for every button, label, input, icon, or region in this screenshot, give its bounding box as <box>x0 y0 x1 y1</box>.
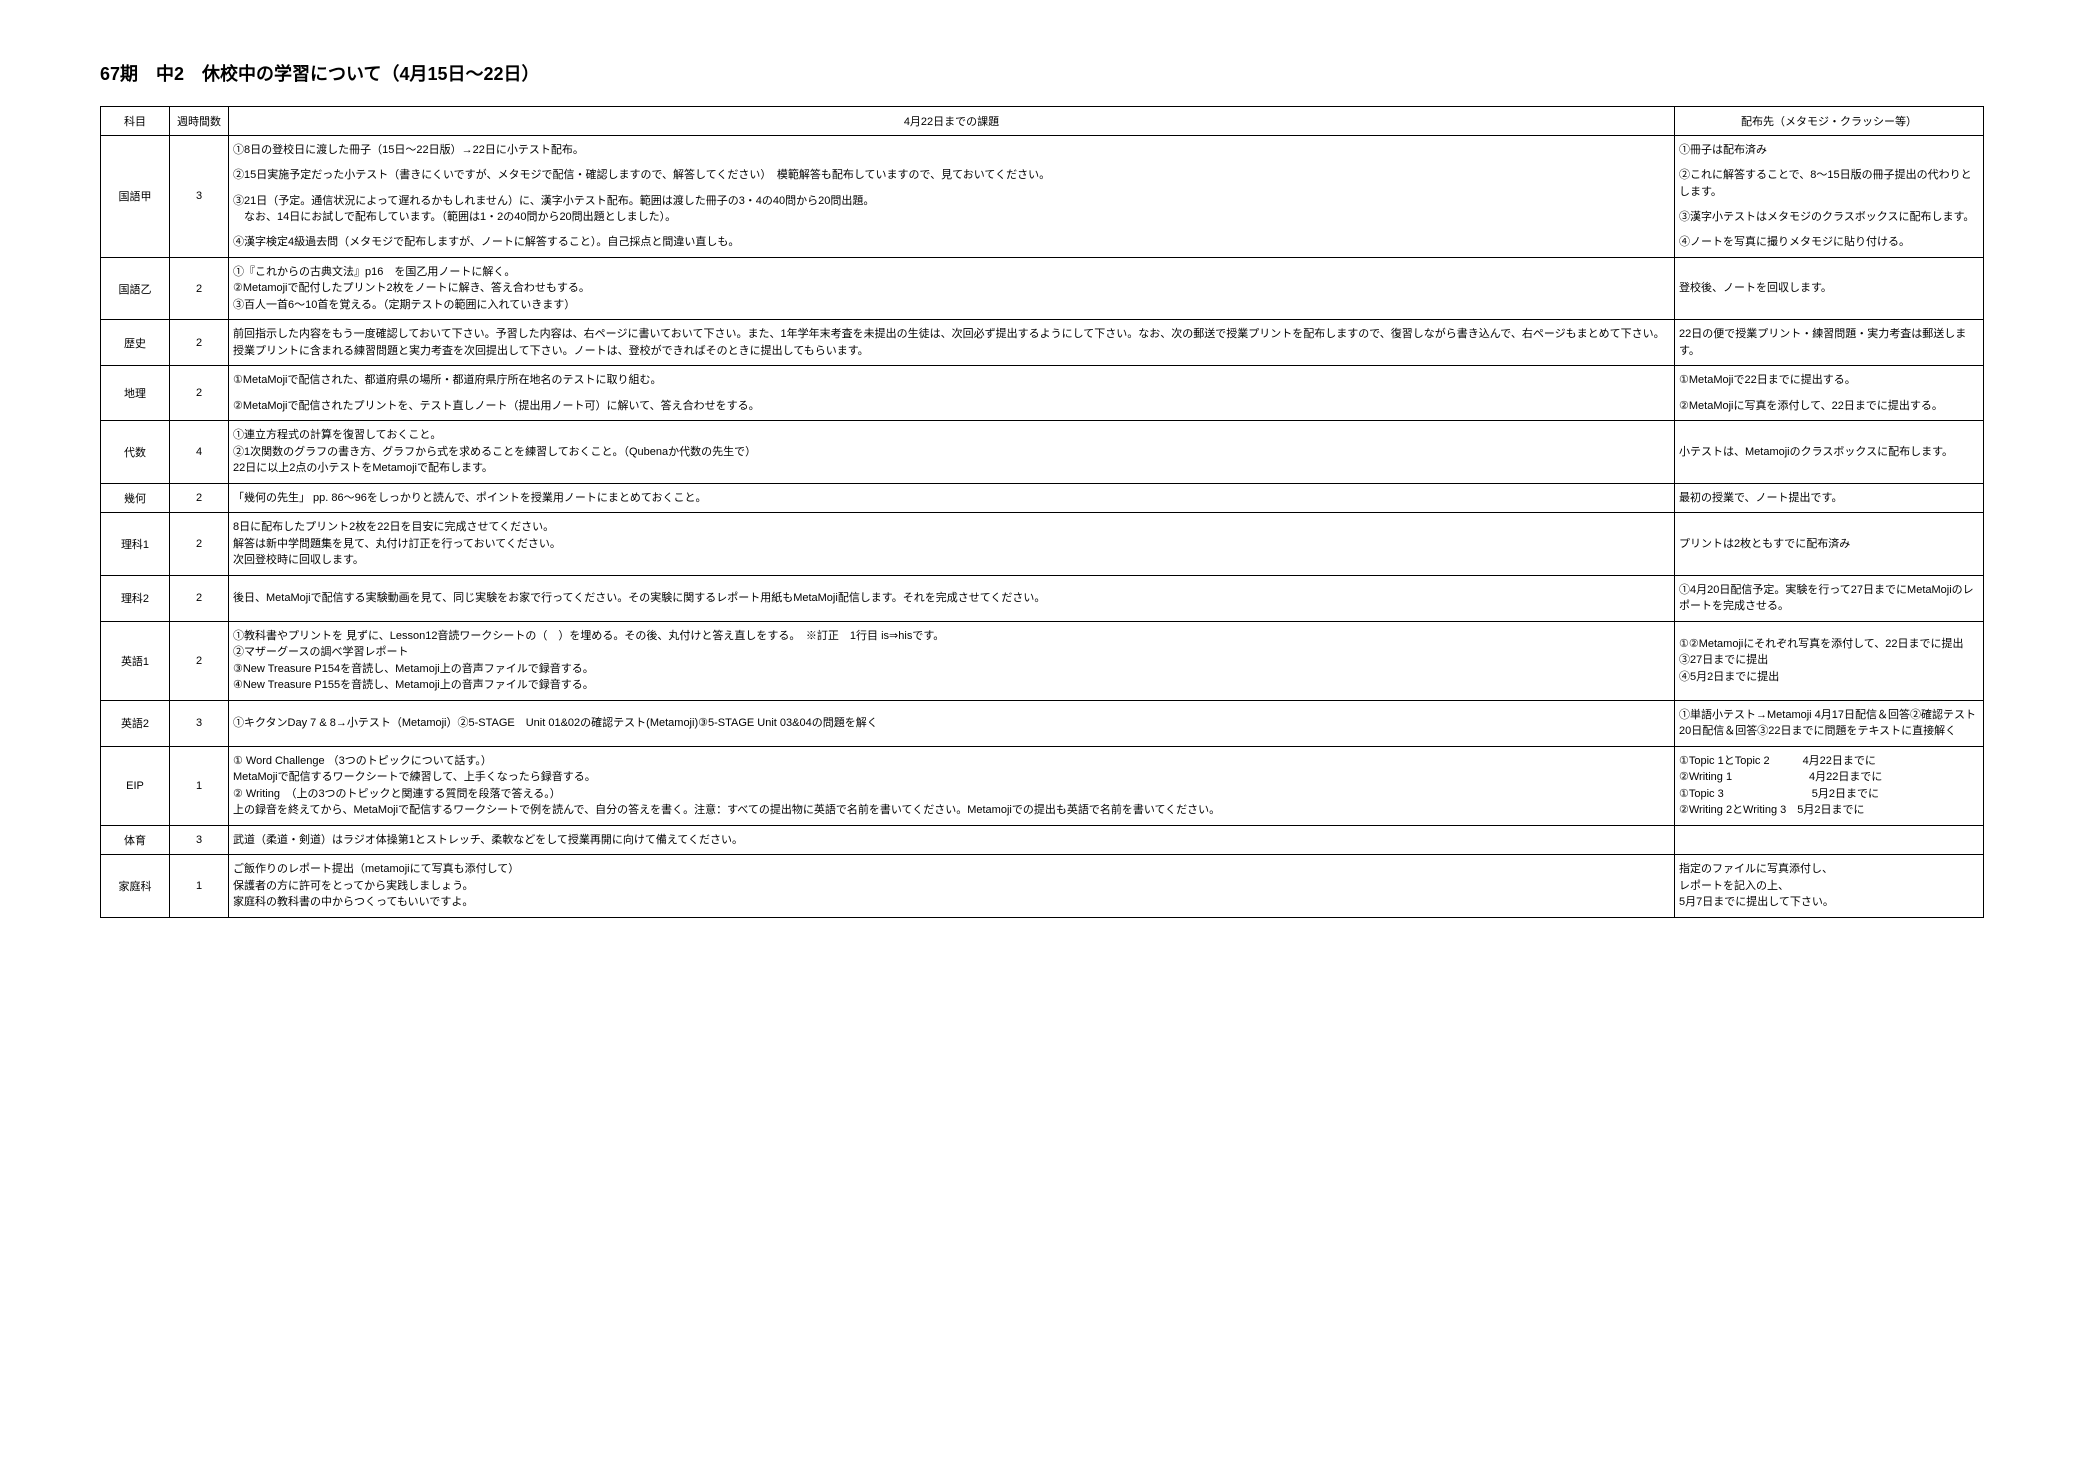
cell-subject: 理科1 <box>101 513 170 576</box>
cell-subject: 代数 <box>101 421 170 484</box>
cell-hours: 2 <box>170 257 229 320</box>
cell-hours: 3 <box>170 825 229 855</box>
cell-dist <box>1675 825 1984 855</box>
cell-homework: 武道（柔道・剣道）はラジオ体操第1とストレッチ、柔軟などをして授業再開に向けて備… <box>229 825 1675 855</box>
cell-subject: 歴史 <box>101 320 170 366</box>
cell-dist: 小テストは、Metamojiのクラスボックスに配布します。 <box>1675 421 1984 484</box>
cell-dist: ①単語小テスト→Metamoji 4月17日配信＆回答②確認テスト20日配信＆回… <box>1675 700 1984 746</box>
cell-dist: ①MetaMojiで22日までに提出する。②MetaMojiに写真を添付して、2… <box>1675 366 1984 421</box>
table-row: 幾何2「幾何の先生」 pp. 86～96をしっかりと読んで、ポイントを授業用ノー… <box>101 483 1984 513</box>
cell-homework: 8日に配布したプリント2枚を22日を目安に完成させてください。解答は新中学問題集… <box>229 513 1675 576</box>
cell-dist: ①Topic 1とTopic 2 4月22日までに②Writing 1 4月22… <box>1675 746 1984 825</box>
cell-subject: 体育 <box>101 825 170 855</box>
cell-homework: ①8日の登校日に渡した冊子（15日～22日版）→22日に小テスト配布。②15日実… <box>229 136 1675 258</box>
assignment-table: 科目 週時間数 4月22日までの課題 配布先（メタモジ・クラッシー等） 国語甲3… <box>100 106 1984 918</box>
cell-dist: 22日の便で授業プリント・練習問題・実力考査は郵送します。 <box>1675 320 1984 366</box>
cell-hours: 2 <box>170 366 229 421</box>
cell-homework: ①教科書やプリントを 見ずに、Lesson12音読ワークシートの（ ）を埋める。… <box>229 621 1675 700</box>
cell-dist: 最初の授業で、ノート提出です。 <box>1675 483 1984 513</box>
cell-subject: EIP <box>101 746 170 825</box>
table-row: 国語乙2①『これからの古典文法』p16 を国乙用ノートに解く。②Metamoji… <box>101 257 1984 320</box>
table-row: 理科22後日、MetaMojiで配信する実験動画を見て、同じ実験をお家で行ってく… <box>101 575 1984 621</box>
header-subject: 科目 <box>101 107 170 136</box>
cell-homework: 後日、MetaMojiで配信する実験動画を見て、同じ実験をお家で行ってください。… <box>229 575 1675 621</box>
table-row: 代数4①連立方程式の計算を復習しておくこと。②1次関数のグラフの書き方、グラフか… <box>101 421 1984 484</box>
cell-hours: 4 <box>170 421 229 484</box>
cell-subject: 幾何 <box>101 483 170 513</box>
cell-hours: 2 <box>170 483 229 513</box>
cell-subject: 理科2 <box>101 575 170 621</box>
table-row: 英語23①キクタンDay 7 & 8→小テスト（Metamoji）②5-STAG… <box>101 700 1984 746</box>
cell-homework: ① Word Challenge （3つのトピックについて話す。）MetaMoj… <box>229 746 1675 825</box>
cell-hours: 3 <box>170 136 229 258</box>
cell-dist: 登校後、ノートを回収します。 <box>1675 257 1984 320</box>
cell-dist: 指定のファイルに写真添付し、レポートを記入の上、5月7日までに提出して下さい。 <box>1675 855 1984 918</box>
cell-homework: ①キクタンDay 7 & 8→小テスト（Metamoji）②5-STAGE Un… <box>229 700 1675 746</box>
table-row: 体育3武道（柔道・剣道）はラジオ体操第1とストレッチ、柔軟などをして授業再開に向… <box>101 825 1984 855</box>
cell-hours: 2 <box>170 320 229 366</box>
header-homework: 4月22日までの課題 <box>229 107 1675 136</box>
cell-hours: 2 <box>170 575 229 621</box>
cell-hours: 1 <box>170 855 229 918</box>
cell-dist: ①②Metamojiにそれぞれ写真を添付して、22日までに提出③27日までに提出… <box>1675 621 1984 700</box>
cell-hours: 3 <box>170 700 229 746</box>
table-row: 英語12①教科書やプリントを 見ずに、Lesson12音読ワークシートの（ ）を… <box>101 621 1984 700</box>
cell-subject: 国語乙 <box>101 257 170 320</box>
cell-hours: 2 <box>170 621 229 700</box>
cell-dist: プリントは2枚ともすでに配布済み <box>1675 513 1984 576</box>
cell-subject: 家庭科 <box>101 855 170 918</box>
table-row: EIP1① Word Challenge （3つのトピックについて話す。）Met… <box>101 746 1984 825</box>
page-title: 67期 中2 休校中の学習について（4月15日～22日） <box>100 60 1984 86</box>
cell-subject: 英語1 <box>101 621 170 700</box>
header-hours: 週時間数 <box>170 107 229 136</box>
cell-hours: 2 <box>170 513 229 576</box>
table-header-row: 科目 週時間数 4月22日までの課題 配布先（メタモジ・クラッシー等） <box>101 107 1984 136</box>
cell-dist: ①冊子は配布済み②これに解答することで、8～15日版の冊子提出の代わりとします。… <box>1675 136 1984 258</box>
table-row: 国語甲3①8日の登校日に渡した冊子（15日～22日版）→22日に小テスト配布。②… <box>101 136 1984 258</box>
cell-homework: ①MetaMojiで配信された、都道府県の場所・都道府県庁所在地名のテストに取り… <box>229 366 1675 421</box>
cell-subject: 国語甲 <box>101 136 170 258</box>
cell-homework: ①連立方程式の計算を復習しておくこと。②1次関数のグラフの書き方、グラフから式を… <box>229 421 1675 484</box>
cell-subject: 地理 <box>101 366 170 421</box>
cell-hours: 1 <box>170 746 229 825</box>
cell-subject: 英語2 <box>101 700 170 746</box>
cell-homework: 前回指示した内容をもう一度確認しておいて下さい。予習した内容は、右ページに書いて… <box>229 320 1675 366</box>
table-row: 理科128日に配布したプリント2枚を22日を目安に完成させてください。解答は新中… <box>101 513 1984 576</box>
table-row: 地理2①MetaMojiで配信された、都道府県の場所・都道府県庁所在地名のテスト… <box>101 366 1984 421</box>
cell-homework: 「幾何の先生」 pp. 86～96をしっかりと読んで、ポイントを授業用ノートにま… <box>229 483 1675 513</box>
header-dist: 配布先（メタモジ・クラッシー等） <box>1675 107 1984 136</box>
table-row: 家庭科1ご飯作りのレポート提出（metamojiにて写真も添付して）保護者の方に… <box>101 855 1984 918</box>
table-row: 歴史2前回指示した内容をもう一度確認しておいて下さい。予習した内容は、右ページに… <box>101 320 1984 366</box>
cell-homework: ①『これからの古典文法』p16 を国乙用ノートに解く。②Metamojiで配付し… <box>229 257 1675 320</box>
cell-homework: ご飯作りのレポート提出（metamojiにて写真も添付して）保護者の方に許可をと… <box>229 855 1675 918</box>
cell-dist: ①4月20日配信予定。実験を行って27日までにMetaMojiのレポートを完成さ… <box>1675 575 1984 621</box>
